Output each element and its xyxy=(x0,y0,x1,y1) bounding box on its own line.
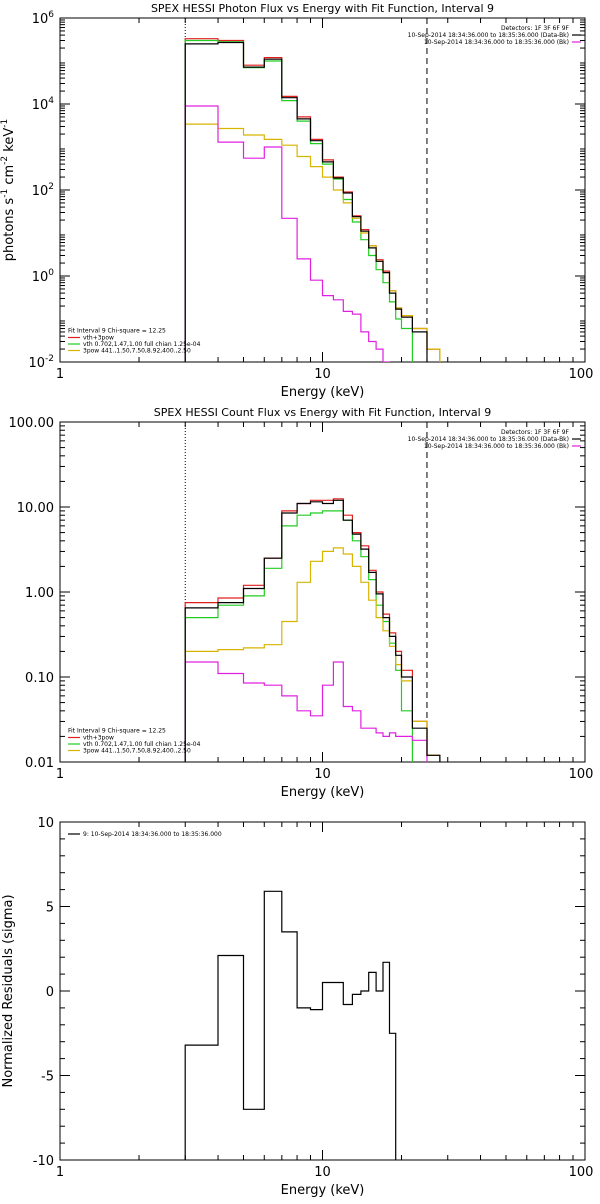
y-tick-label: 0.10 xyxy=(25,671,54,686)
legend-right-entry: 10-Sep-2014 18:34:36.000 to 18:35:36.000… xyxy=(408,436,569,443)
y-tick-label: 10.00 xyxy=(17,501,54,516)
series-line-2 xyxy=(184,510,413,762)
legend-detectors: Detectors: 1F 3F 6F 9F xyxy=(501,429,570,436)
x-tick-label: 1 xyxy=(56,1165,64,1180)
y-tick-label: 0.01 xyxy=(25,756,54,771)
x-axis-label: Energy (keV) xyxy=(281,785,365,800)
y-tick-label: 104 xyxy=(32,96,55,113)
series-line-4 xyxy=(184,661,428,762)
plot-frame xyxy=(59,17,586,363)
legend-left-entry: vth 0.702,1.47,1.00 full chian 1.25e-04 xyxy=(83,741,201,748)
y-tick-label: 106 xyxy=(32,10,55,27)
chart-panel-3: 1 10 100 Energy (keV) -10 -5 0 5 10 Normalized Re… xyxy=(1,816,593,1198)
x-tick-label: 100 xyxy=(569,367,594,382)
y-tick-label: 100 xyxy=(32,268,55,285)
legend-detectors: Detectors: 1F 3F 6F 9F xyxy=(501,25,570,32)
legend-right-entry: 10-Sep-2014 18:34:36.000 to 18:35:36.000… xyxy=(424,39,569,46)
legend-fit-header: Fit Interval 9 Chi-square = 12.25 xyxy=(68,728,166,735)
y-tick-label: 10 xyxy=(37,816,54,831)
y-tick-label: 10-2 xyxy=(28,354,54,371)
y-tick-label: 5 xyxy=(46,901,54,916)
series-line-1 xyxy=(184,890,397,1160)
y-tick-label: 100.00 xyxy=(9,416,55,431)
series-group xyxy=(184,890,397,1160)
chart-title: SPEX HESSI Photon Flux vs Energy with Fi… xyxy=(151,2,494,15)
x-tick-label: 10 xyxy=(314,367,331,382)
series-line-2 xyxy=(184,39,413,362)
series-line-5 xyxy=(184,499,441,762)
legend-right-entry: 10-Sep-2014 18:34:36.000 to 18:35:36.000… xyxy=(424,443,569,450)
y-tick-label: -5 xyxy=(41,1070,54,1085)
series-line-3 xyxy=(184,123,441,362)
x-tick-label: 10 xyxy=(314,767,331,782)
legend-left-entry: 3pow 441.,1.50,7.50,8.92,400.,2.50 xyxy=(83,348,191,355)
series-line-5 xyxy=(184,41,428,362)
legend-left-entry: vth 0.702,1.47,1.00 full chian 1.25e-04 xyxy=(83,341,201,348)
y-tick-label: -10 xyxy=(33,1154,54,1169)
x-tick-label: 1 xyxy=(56,767,64,782)
chart-title: SPEX HESSI Count Flux vs Energy with Fit… xyxy=(154,406,491,419)
y-axis-label: photons s-1 cm-2 keV-1 xyxy=(0,119,17,261)
y-tick-label: 0 xyxy=(46,985,54,1000)
chart-panel-2: SPEX HESSI Count Flux vs Energy with Fit… xyxy=(9,406,594,800)
x-tick-label: 100 xyxy=(569,767,594,782)
series-line-4 xyxy=(184,105,391,362)
legend-left-entry: vth+3pow xyxy=(83,335,114,342)
series-group xyxy=(184,498,441,762)
x-tick-label: 10 xyxy=(314,1165,331,1180)
legend-left-entry: 3pow 441.,1.50,7.50,8.92,400.,2.50 xyxy=(83,748,191,755)
x-axis-label: Energy (keV) xyxy=(281,385,365,400)
y-tick-label: 102 xyxy=(32,182,54,199)
y-axis-label: Normalized Residuals (sigma) xyxy=(1,894,16,1087)
x-tick-label: 100 xyxy=(569,1165,594,1180)
x-axis-label: Energy (keV) xyxy=(281,1183,365,1198)
chart-panel-1: SPEX HESSI Photon Flux vs Energy with Fi… xyxy=(0,2,593,400)
y-tick-label: 1.00 xyxy=(25,586,54,601)
legend-left-entry: vth+3pow xyxy=(83,735,114,742)
legend-left-entry: 9: 10-Sep-2014 18:34:36.000 to 18:35:36.… xyxy=(83,831,222,838)
legend-right-entry: 10-Sep-2014 18:34:36.000 to 18:35:36.000… xyxy=(408,32,569,39)
series-group xyxy=(184,38,441,362)
legend-fit-header: Fit Interval 9 Chi-square = 12.25 xyxy=(68,328,166,335)
series-line-1 xyxy=(184,498,441,762)
x-tick-label: 1 xyxy=(56,367,64,382)
